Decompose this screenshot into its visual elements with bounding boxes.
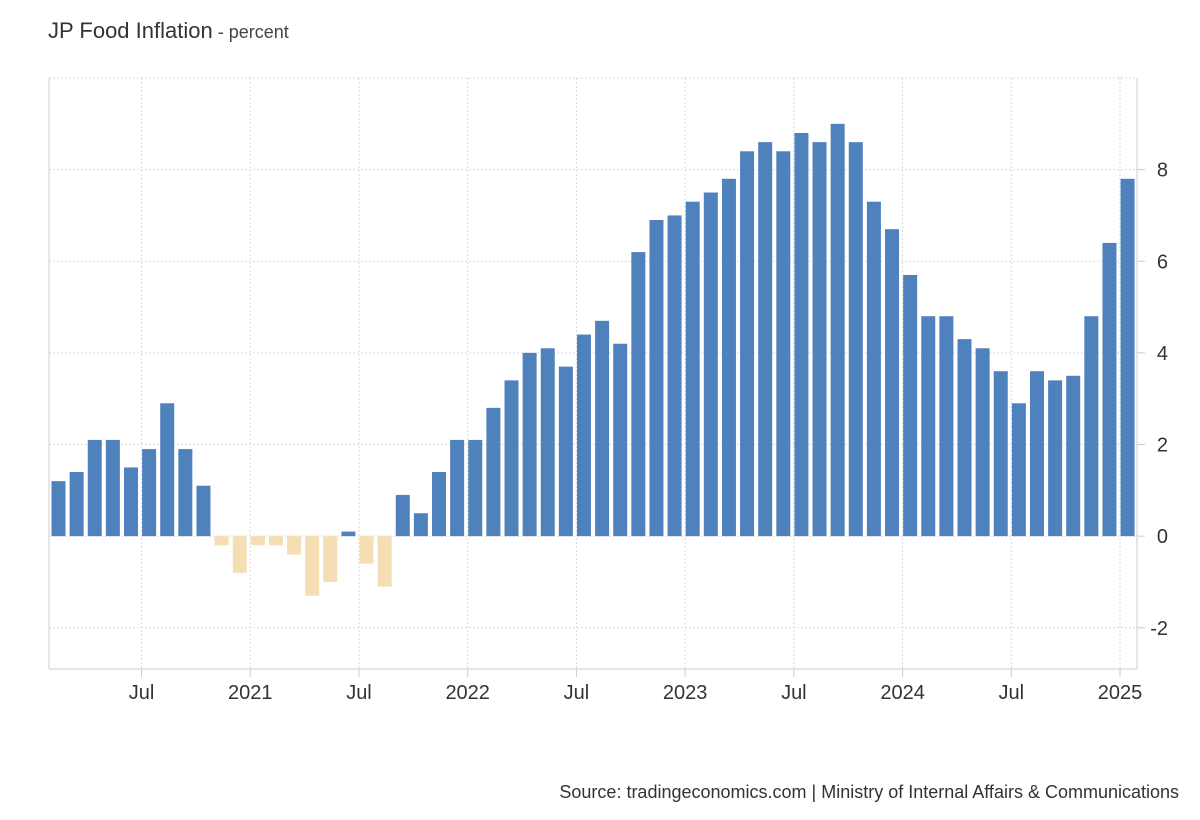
bar xyxy=(576,334,591,537)
bar xyxy=(758,142,773,537)
bar xyxy=(232,536,247,573)
bar xyxy=(595,320,610,537)
y-tick-label: 8 xyxy=(1157,160,1168,182)
bar xyxy=(142,449,157,537)
bar xyxy=(1048,380,1063,537)
tick-labels: -2 0 2 4 6 8 Jul 2021 Jul 2022 Jul 2023 Jul 2024 Jul 20… xyxy=(129,160,1168,704)
bar xyxy=(740,151,755,537)
bar xyxy=(432,472,447,537)
bar xyxy=(105,439,120,537)
bar xyxy=(450,439,465,537)
bar xyxy=(866,201,881,537)
grid-lines xyxy=(49,77,1137,669)
bar xyxy=(51,481,66,537)
bar xyxy=(667,215,682,537)
x-tick-label: 2023 xyxy=(663,682,708,704)
bar xyxy=(975,348,990,537)
bar xyxy=(903,275,918,537)
x-tick-label: 2024 xyxy=(880,682,925,704)
bar xyxy=(812,142,827,537)
bar xyxy=(123,467,138,537)
bar xyxy=(1029,371,1044,537)
bar xyxy=(377,536,392,587)
x-tick-label: Jul xyxy=(781,682,807,704)
y-tick-label: 0 xyxy=(1157,526,1168,548)
bar xyxy=(685,201,700,537)
y-tick-label: 2 xyxy=(1157,435,1168,457)
bar xyxy=(1066,375,1081,537)
chart-title: JP Food Inflation - percent xyxy=(48,18,289,43)
bar xyxy=(703,192,718,537)
bar xyxy=(160,403,175,537)
bar xyxy=(395,494,410,537)
y-tick-label: 6 xyxy=(1157,251,1168,273)
bar xyxy=(522,352,537,537)
bar xyxy=(613,343,628,537)
bar xyxy=(178,449,193,537)
y-tick-label: -2 xyxy=(1150,618,1168,640)
bar xyxy=(921,316,936,537)
bar xyxy=(1084,316,1099,537)
chart-unit: - percent xyxy=(212,22,289,42)
bar xyxy=(323,536,338,582)
bar xyxy=(558,366,573,537)
bar xyxy=(794,132,809,537)
bar xyxy=(957,339,972,537)
bar xyxy=(268,536,283,546)
bar xyxy=(287,536,302,555)
x-tick-label: 2021 xyxy=(228,682,273,704)
bar xyxy=(939,316,954,537)
bar xyxy=(250,536,265,546)
source-note: Source: tradingeconomics.com | Ministry … xyxy=(559,782,1179,802)
bar xyxy=(1011,403,1026,537)
bar xyxy=(848,142,863,537)
bar xyxy=(885,229,900,537)
y-tick-label: 4 xyxy=(1157,343,1168,365)
bar xyxy=(413,513,428,537)
bar xyxy=(649,220,664,537)
bar xyxy=(69,472,84,537)
bar xyxy=(1120,178,1135,537)
bar xyxy=(196,485,211,537)
bar xyxy=(468,439,483,537)
bar xyxy=(721,178,736,537)
bar xyxy=(486,407,501,537)
axes xyxy=(48,78,1145,677)
bar xyxy=(214,536,229,546)
bar xyxy=(776,151,791,537)
x-tick-label: Jul xyxy=(129,682,155,704)
bar xyxy=(1102,242,1117,537)
x-tick-label: 2022 xyxy=(445,682,490,704)
bar xyxy=(87,439,102,537)
bar xyxy=(305,536,320,596)
x-tick-label: Jul xyxy=(564,682,590,704)
bar xyxy=(631,252,646,537)
bar xyxy=(830,123,845,537)
bar xyxy=(341,531,356,537)
x-tick-label: Jul xyxy=(346,682,372,704)
bar xyxy=(993,371,1008,537)
bar xyxy=(504,380,519,537)
bars xyxy=(51,123,1135,596)
x-tick-label: Jul xyxy=(999,682,1025,704)
bar xyxy=(540,348,555,537)
x-tick-label: 2025 xyxy=(1098,682,1143,704)
bar xyxy=(359,536,374,564)
